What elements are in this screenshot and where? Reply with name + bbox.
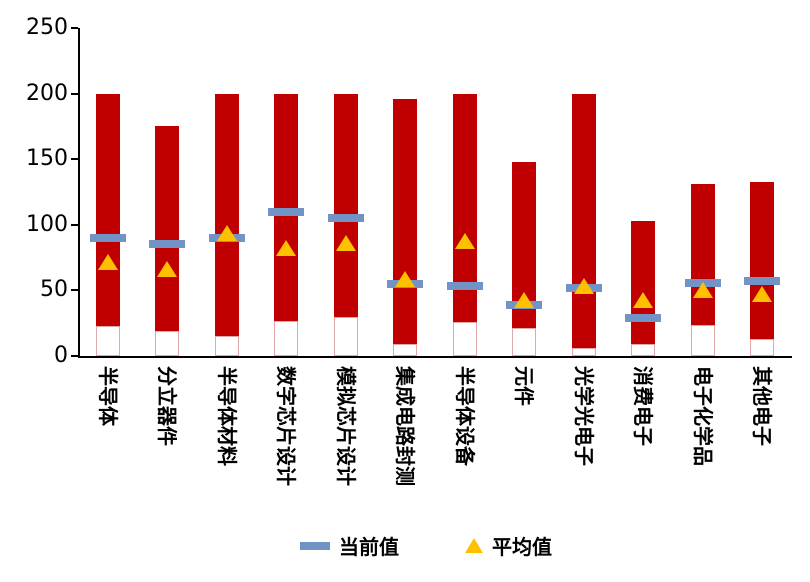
y-tick-label: 150 [26,146,68,172]
legend: 当前值 平均值 [300,531,552,560]
current-value-marker [446,282,483,291]
range-bar-base-stub [155,331,180,356]
legend-label-current: 当前值 [339,535,399,559]
average-value-marker [454,232,475,249]
current-value-marker [149,240,186,249]
average-value-marker [216,224,237,241]
y-axis-line [78,28,80,358]
category-label: 分立器件 [155,366,180,446]
range-bar-base-stub [452,321,477,356]
category-label: 光学光电子 [571,366,596,466]
legend-label-average: 平均值 [492,535,552,559]
range-bar [155,126,180,332]
y-tick-label: 100 [26,211,68,237]
y-tick-mark [71,223,78,226]
range-bar [95,93,120,326]
category-label: 数字芯片设计 [274,366,299,486]
category-label: 模拟芯片设计 [333,366,358,486]
range-bar [274,93,299,321]
average-value-marker [395,270,416,287]
average-value-marker [633,291,654,308]
y-tick-mark [71,92,78,95]
average-value-marker [573,278,594,295]
y-tick-mark [71,158,78,161]
average-value-marker [514,291,535,308]
category-label: 电子化学品 [690,366,715,466]
legend-item-average: 平均值 [465,531,552,560]
y-tick-label: 250 [26,15,68,40]
range-bar [631,220,656,345]
average-value-triangle-icon [465,538,483,553]
category-label: 半导体 [95,366,120,426]
y-tick-label: 0 [54,343,68,368]
range-bar-base-stub [95,325,120,356]
x-axis-line [78,356,792,358]
category-label: 元件 [512,366,537,406]
range-bar-base-stub [393,344,418,356]
y-tick-mark [71,355,78,357]
category-label: 消费电子 [631,366,656,446]
range-bar-base-stub [690,324,715,356]
average-value-marker [335,235,356,252]
current-value-marker [744,277,781,286]
range-bar [690,184,715,325]
average-value-marker [157,261,178,278]
range-bar-base-stub [214,336,239,356]
y-tick-label: 200 [26,80,68,106]
category-label: 集成电路封测 [393,366,418,486]
legend-item-current: 当前值 [300,531,399,560]
y-tick-label: 50 [40,277,68,303]
range-bar [750,181,775,339]
current-value-marker [268,207,305,216]
range-bar [393,98,418,345]
range-bar-base-stub [274,320,299,356]
current-value-marker [327,214,364,223]
average-value-marker [97,253,118,270]
range-bar-base-stub [512,328,537,356]
range-bar [214,93,239,337]
average-value-marker [276,240,297,257]
range-bar-base-stub [750,338,775,356]
current-value-marker [89,233,126,242]
y-tick-mark [71,27,78,29]
range-bar-base-stub [631,344,656,356]
average-value-marker [692,282,713,299]
range-bar [571,93,596,349]
current-value-marker [625,313,662,322]
average-value-marker [752,286,773,303]
y-tick-mark [71,289,78,292]
range-bar [333,93,358,317]
category-label: 半导体材料 [214,366,239,466]
category-label: 其他电子 [750,366,775,446]
range-bar-base-stub [333,316,358,356]
category-label: 半导体设备 [452,366,477,466]
current-value-dash-icon [300,541,330,550]
range-bar-base-stub [571,348,596,356]
